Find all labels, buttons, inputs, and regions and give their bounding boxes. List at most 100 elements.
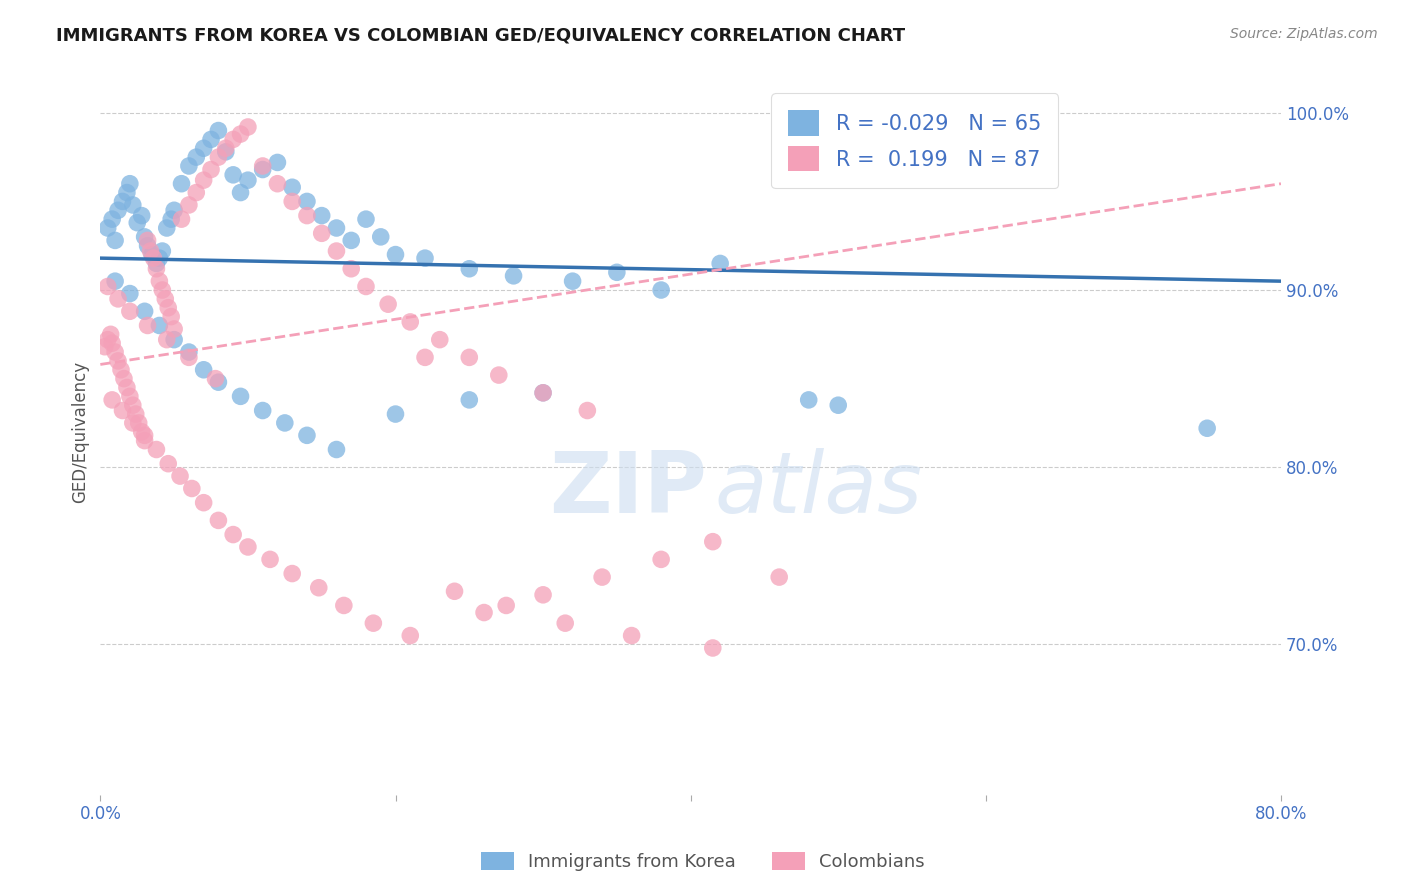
Point	[502, 268, 524, 283]
Point	[827, 398, 849, 412]
Point	[207, 375, 229, 389]
Text: atlas: atlas	[714, 449, 922, 532]
Point	[169, 469, 191, 483]
Point	[295, 194, 318, 209]
Point	[222, 132, 245, 146]
Point	[150, 244, 173, 258]
Point	[157, 457, 180, 471]
Point	[458, 351, 481, 365]
Point	[163, 203, 186, 218]
Point	[200, 162, 222, 177]
Point	[606, 265, 628, 279]
Point	[325, 442, 347, 457]
Text: IMMIGRANTS FROM KOREA VS COLOMBIAN GED/EQUIVALENCY CORRELATION CHART: IMMIGRANTS FROM KOREA VS COLOMBIAN GED/E…	[56, 27, 905, 45]
Point	[177, 351, 200, 365]
Point	[207, 513, 229, 527]
Point	[354, 279, 377, 293]
Point	[333, 599, 356, 613]
Point	[429, 333, 451, 347]
Point	[363, 616, 385, 631]
Point	[229, 127, 252, 141]
Point	[215, 141, 238, 155]
Point	[148, 274, 170, 288]
Point	[204, 371, 226, 385]
Point	[340, 234, 363, 248]
Point	[702, 640, 724, 655]
Point	[145, 442, 167, 457]
Point	[97, 221, 120, 235]
Point	[236, 540, 259, 554]
Point	[177, 345, 200, 359]
Point	[207, 150, 229, 164]
Point	[1197, 421, 1219, 435]
Point	[472, 606, 495, 620]
Point	[94, 340, 117, 354]
Point	[384, 407, 406, 421]
Point	[340, 261, 363, 276]
Point	[591, 570, 613, 584]
Point	[177, 159, 200, 173]
Point	[136, 238, 159, 252]
Point	[399, 629, 422, 643]
Point	[134, 304, 156, 318]
Point	[97, 333, 120, 347]
Point	[177, 198, 200, 212]
Point	[170, 212, 193, 227]
Point	[148, 318, 170, 333]
Point	[128, 416, 150, 430]
Point	[107, 354, 129, 368]
Point	[554, 616, 576, 631]
Point	[157, 301, 180, 315]
Point	[155, 292, 177, 306]
Point	[266, 155, 288, 169]
Point	[325, 244, 347, 258]
Point	[702, 534, 724, 549]
Point	[145, 256, 167, 270]
Point	[252, 159, 274, 173]
Point	[193, 363, 215, 377]
Point	[229, 186, 252, 200]
Point	[650, 552, 672, 566]
Point	[110, 363, 132, 377]
Point	[222, 168, 245, 182]
Point	[142, 251, 165, 265]
Point	[311, 227, 333, 241]
Point	[443, 584, 465, 599]
Point	[252, 162, 274, 177]
Point	[134, 434, 156, 448]
Point	[141, 247, 163, 261]
Point	[180, 482, 202, 496]
Point	[112, 371, 135, 385]
Point	[495, 599, 517, 613]
Point	[768, 570, 790, 584]
Point	[295, 428, 318, 442]
Point	[127, 216, 149, 230]
Point	[101, 392, 124, 407]
Point	[325, 221, 347, 235]
Point	[156, 333, 179, 347]
Point	[118, 304, 141, 318]
Point	[200, 132, 222, 146]
Point	[229, 389, 252, 403]
Point	[274, 416, 297, 430]
Point	[458, 261, 481, 276]
Point	[384, 247, 406, 261]
Point	[186, 186, 208, 200]
Point	[160, 310, 183, 324]
Point	[311, 209, 333, 223]
Point	[131, 209, 153, 223]
Point	[104, 345, 127, 359]
Point	[139, 244, 162, 258]
Point	[150, 283, 173, 297]
Point	[413, 251, 436, 265]
Point	[259, 552, 281, 566]
Point	[266, 177, 288, 191]
Point	[115, 380, 138, 394]
Point	[797, 392, 820, 407]
Point	[295, 209, 318, 223]
Point	[134, 230, 156, 244]
Point	[163, 322, 186, 336]
Point	[104, 234, 127, 248]
Point	[413, 351, 436, 365]
Point	[236, 120, 259, 134]
